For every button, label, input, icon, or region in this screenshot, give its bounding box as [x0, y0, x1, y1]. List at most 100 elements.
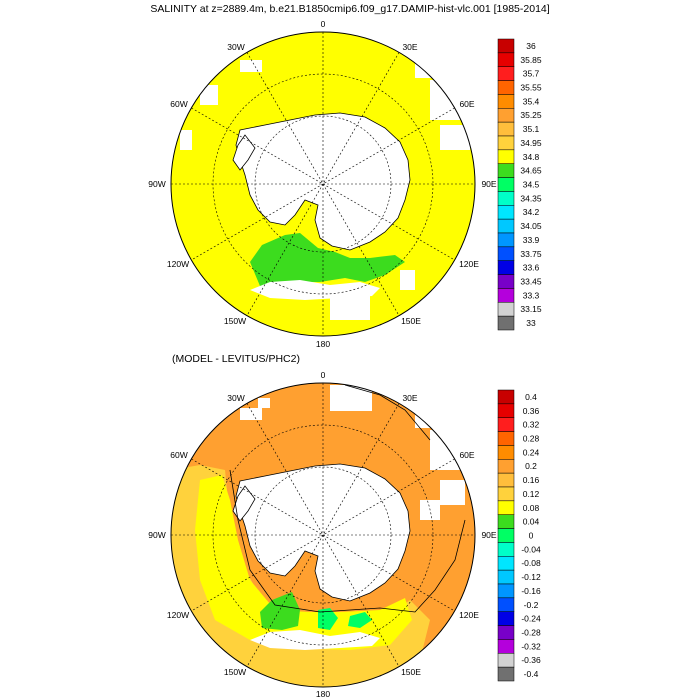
colorbar-label: 35.25: [520, 110, 542, 120]
lon-label: 150W: [224, 316, 246, 326]
lon-label: 0: [321, 19, 326, 29]
colorbar-label: -0.12: [521, 572, 541, 582]
colorbar-label: 0.12: [523, 489, 540, 499]
colorbar-swatch: [497, 94, 515, 109]
colorbar-label: 35.85: [520, 55, 542, 65]
antarctic-peninsula: [232, 134, 256, 171]
colorbar-label: 33.15: [520, 304, 542, 314]
panel2-subtitle: (MODEL - LEVITUS/PHC2): [172, 353, 300, 365]
figure-title: SALINITY at z=2889.4m, b.e21.B1850cmip6.…: [150, 3, 549, 15]
map1-green-region: [250, 233, 405, 286]
map1-lon-labels: 0 30E 60E 90E 120E 150E 180 150W 120W 90…: [148, 19, 497, 349]
colorbar-swatch: [497, 542, 515, 557]
map2-graticule: [171, 383, 475, 687]
colorbar-swatch: [497, 288, 515, 303]
colorbar-swatch: [497, 260, 515, 275]
colorbar-label: -0.24: [521, 614, 541, 624]
colorbar-label: 33.75: [520, 249, 542, 259]
colorbar-swatch: [497, 445, 515, 460]
map2-contour-line: [344, 384, 431, 441]
colorbar-label: 34.95: [520, 138, 542, 148]
map2-bright-yellow-region: [195, 475, 412, 650]
colorbar-label: -0.28: [521, 628, 541, 638]
antarctic-peninsula: [232, 485, 256, 522]
lon-label: 60W: [170, 450, 187, 460]
colorbar-label: 35.7: [523, 69, 540, 79]
lon-label: 30E: [402, 393, 417, 403]
colorbar-swatch: [497, 639, 515, 654]
colorbar-label: 36: [526, 41, 536, 51]
colorbar-label: 0.4: [525, 392, 537, 402]
colorbar-swatch: [497, 302, 515, 317]
colorbar-swatch: [497, 417, 515, 432]
map2-lon-labels: 0 30E 60E 90E 120E 150E 180 150W 120W 90…: [148, 370, 497, 699]
lon-label: 150W: [224, 667, 246, 677]
colorbar-label: 33.6: [523, 263, 540, 273]
colorbar-swatch: [497, 246, 515, 261]
colorbar-swatch: [497, 514, 515, 529]
colorbar-swatch: [497, 218, 515, 234]
lon-label: 90E: [481, 530, 496, 540]
colorbar-swatch: [497, 274, 515, 289]
map2-border: [170, 382, 476, 688]
lon-label: 120E: [459, 610, 479, 620]
panel2-colorbar: 0.4 0.36 0.32 0.28 0.24 0.2 0.16 0.12 0.08 0.04 0 -…: [497, 389, 541, 682]
colorbar-swatch: [497, 163, 515, 178]
colorbar-swatch: [497, 583, 515, 599]
lon-label: 0: [321, 370, 326, 380]
colorbar-label: 0.28: [523, 434, 540, 444]
colorbar-swatch: [497, 389, 515, 405]
colorbar-label: 0.04: [523, 517, 540, 527]
colorbar-label: 0.08: [523, 503, 540, 513]
lon-label: 150E: [401, 316, 421, 326]
colorbar-swatch: [497, 459, 515, 474]
colorbar-label: 35.55: [520, 83, 542, 93]
colorbar-swatch: [497, 121, 515, 137]
colorbar-label: 0: [529, 531, 534, 541]
colorbar-label: 33: [526, 318, 536, 328]
colorbar-label: 0.24: [523, 447, 540, 457]
colorbar-swatch: [497, 403, 515, 418]
salinity-difference-map: 0 30E 60E 90E 120E 150E 180 150W 120W 90…: [148, 370, 497, 699]
colorbar-label: 34.2: [523, 207, 540, 217]
map2-light-green-patch: [348, 612, 372, 628]
colorbar-swatch: [497, 232, 515, 248]
colorbar-swatch: [497, 205, 515, 220]
colorbar-label: -0.4: [524, 669, 539, 679]
colorbar-label: -0.32: [521, 641, 541, 651]
colorbar-label: 0.16: [523, 475, 540, 485]
colorbar-swatch: [497, 177, 515, 192]
colorbar-label: 0.2: [525, 461, 537, 471]
colorbar-swatch: [497, 625, 515, 640]
colorbar-swatch: [497, 135, 515, 151]
colorbar-label: 34.5: [523, 180, 540, 190]
lon-label: 180: [316, 689, 330, 699]
colorbar-label: 35.1: [523, 124, 540, 134]
colorbar-swatch: [497, 666, 515, 682]
colorbar-label: 33.9: [523, 235, 540, 245]
colorbar-swatch: [497, 611, 515, 626]
colorbar-swatch: [497, 597, 515, 612]
colorbar-swatch: [497, 66, 515, 81]
lon-label: 30W: [227, 42, 244, 52]
map1-graticule: [171, 32, 475, 336]
colorbar-swatch: [497, 486, 515, 502]
colorbar-swatch: [497, 108, 515, 123]
colorbar-label: 0.36: [523, 406, 540, 416]
colorbar-swatch: [497, 315, 515, 331]
colorbar-swatch: [497, 52, 515, 67]
lon-label: 90W: [148, 530, 165, 540]
colorbar-label: 34.35: [520, 193, 542, 203]
colorbar-label: 33.45: [520, 277, 542, 287]
colorbar-label: 35.4: [523, 96, 540, 106]
map1-border: [170, 31, 476, 337]
colorbar-label: -0.2: [524, 600, 539, 610]
colorbar-label: -0.08: [521, 558, 541, 568]
colorbar-swatch: [497, 80, 515, 95]
lon-label: 30E: [402, 42, 417, 52]
lon-label: 60W: [170, 99, 187, 109]
colorbar-label: 0.32: [523, 420, 540, 430]
colorbar-swatch: [497, 149, 515, 164]
lon-label: 120W: [167, 610, 189, 620]
panel1-colorbar: 36 35.85 35.7 35.55 35.4 35.25 35.1 34.95 34.8 34…: [497, 38, 542, 331]
